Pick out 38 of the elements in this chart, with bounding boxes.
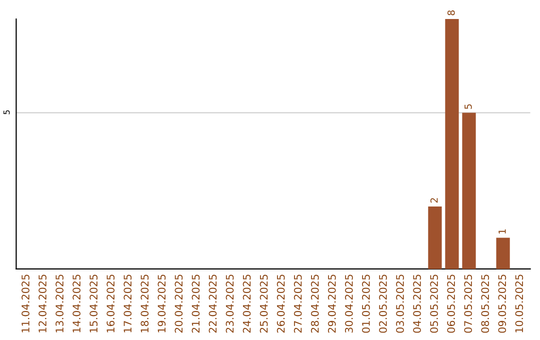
x-tick-label: 16.04.2025	[106, 274, 115, 332]
data-label: 1	[498, 229, 506, 234]
data-label: 2	[430, 198, 438, 203]
bar	[496, 238, 510, 269]
x-tick-label: 28.04.2025	[310, 274, 319, 333]
x-tick-label: 15.04.2025	[90, 274, 98, 332]
x-tick-label: 04.05.2025	[413, 274, 421, 333]
x-tick-label: 13.04.2025	[56, 274, 64, 332]
x-tick-label: 17.04.2025	[124, 274, 132, 332]
x-tick-label: 29.04.2025	[328, 274, 336, 333]
x-tick-label: 01.05.2025	[362, 274, 370, 333]
x-tick-label: 18.04.2025	[140, 274, 149, 332]
x-tick-label: 11.04.2025	[22, 274, 30, 332]
x-tick-label: 26.04.2025	[276, 274, 285, 333]
x-tick-label: 21.04.2025	[192, 274, 200, 333]
x-tick-label: 06.05.2025	[447, 274, 455, 333]
x-tick-label: 10.05.2025	[515, 274, 524, 332]
x-tick-label: 09.05.2025	[498, 274, 506, 333]
x-tick-label: 24.04.2025	[242, 274, 251, 333]
x-tick-label: 30.04.2025	[344, 274, 353, 333]
data-label: 5	[464, 104, 472, 109]
x-tick-label: 25.04.2025	[260, 274, 268, 333]
x-tick-label: 20.04.2025	[174, 274, 183, 333]
x-tick-label: 12.04.2025	[38, 274, 46, 332]
x-tick-label: 08.05.2025	[481, 274, 490, 333]
bar	[462, 112, 476, 269]
x-tick-label: 27.04.2025	[294, 274, 302, 333]
x-tick-label: 14.04.2025	[72, 274, 81, 332]
bar	[428, 206, 442, 269]
bar	[445, 19, 459, 269]
data-label: 8	[447, 10, 455, 16]
x-tick-label: 03.05.2025	[396, 274, 404, 333]
x-tick-label: 05.05.2025	[430, 274, 438, 333]
x-tick-label: 23.04.2025	[226, 274, 234, 333]
x-tick-label: 07.05.2025	[464, 274, 472, 333]
x-tick-label: 02.05.2025	[379, 274, 387, 333]
x-tick-label: 19.04.2025	[158, 274, 166, 332]
x-tick-label: 22.04.2025	[208, 274, 217, 333]
